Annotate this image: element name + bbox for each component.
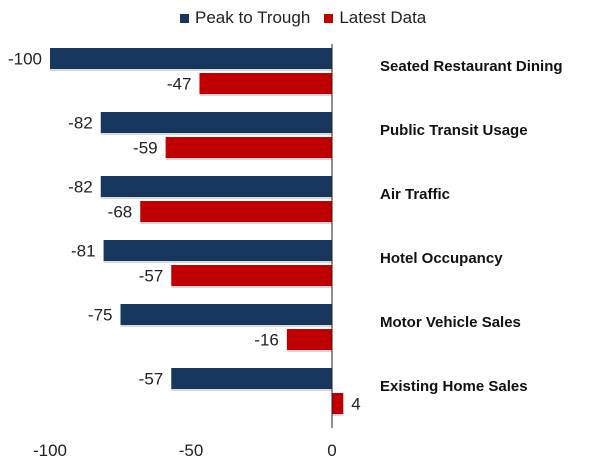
bar-shadow (120, 325, 332, 327)
bar-shadow (103, 261, 332, 263)
bar-latest-data (140, 201, 332, 222)
x-tick-label: 0 (327, 441, 336, 460)
bar-shadow (332, 414, 344, 416)
data-label: -82 (68, 114, 93, 133)
bar-shadow (165, 158, 332, 160)
bar-latest-data (165, 137, 332, 158)
legend-item-latest-data: Latest Data (324, 8, 426, 28)
legend-label-peak-to-trough: Peak to Trough (195, 8, 311, 27)
bar-peak-to-trough (171, 368, 332, 389)
data-label: -68 (108, 203, 133, 222)
bar-peak-to-trough (103, 240, 332, 261)
category-label: Motor Vehicle Sales (380, 314, 521, 331)
category-label: Hotel Occupancy (380, 250, 503, 267)
bar-latest-data (171, 265, 332, 286)
bar-latest-data (332, 393, 344, 414)
data-label: -81 (71, 242, 96, 261)
legend-item-peak-to-trough: Peak to Trough (180, 8, 310, 28)
bar-peak-to-trough (50, 48, 332, 69)
data-label: -100 (8, 50, 42, 69)
data-label: -16 (254, 331, 279, 350)
legend-swatch-latest-data (324, 13, 334, 23)
bar-shadow (50, 69, 332, 71)
bar-shadow (171, 389, 332, 391)
data-label: 4 (351, 395, 360, 414)
data-label: -82 (68, 178, 93, 197)
data-label: -75 (88, 306, 113, 325)
bar-latest-data (199, 73, 332, 94)
category-label: Existing Home Sales (380, 378, 528, 395)
category-label: Seated Restaurant Dining (380, 58, 563, 75)
bar-shadow (286, 350, 332, 352)
category-label: Air Traffic (380, 186, 450, 203)
chart-legend: Peak to Trough Latest Data (180, 8, 440, 28)
bar-peak-to-trough (120, 304, 332, 325)
x-tick-label: -100 (33, 441, 67, 460)
bar-shadow (100, 133, 332, 135)
bar-peak-to-trough (100, 112, 332, 133)
bar-shadow (199, 94, 332, 96)
bar-latest-data (286, 329, 332, 350)
bar-peak-to-trough (100, 176, 332, 197)
bar-shadow (100, 197, 332, 199)
data-label: -59 (133, 139, 158, 158)
category-label: Public Transit Usage (380, 122, 528, 139)
data-label: -57 (139, 267, 164, 286)
bar-shadow (171, 286, 332, 288)
data-label: -57 (139, 370, 164, 389)
x-tick-label: -50 (179, 441, 204, 460)
data-label: -47 (167, 75, 192, 94)
legend-label-latest-data: Latest Data (339, 8, 427, 27)
bar-shadow (140, 222, 332, 224)
legend-swatch-peak-to-trough (180, 13, 189, 23)
